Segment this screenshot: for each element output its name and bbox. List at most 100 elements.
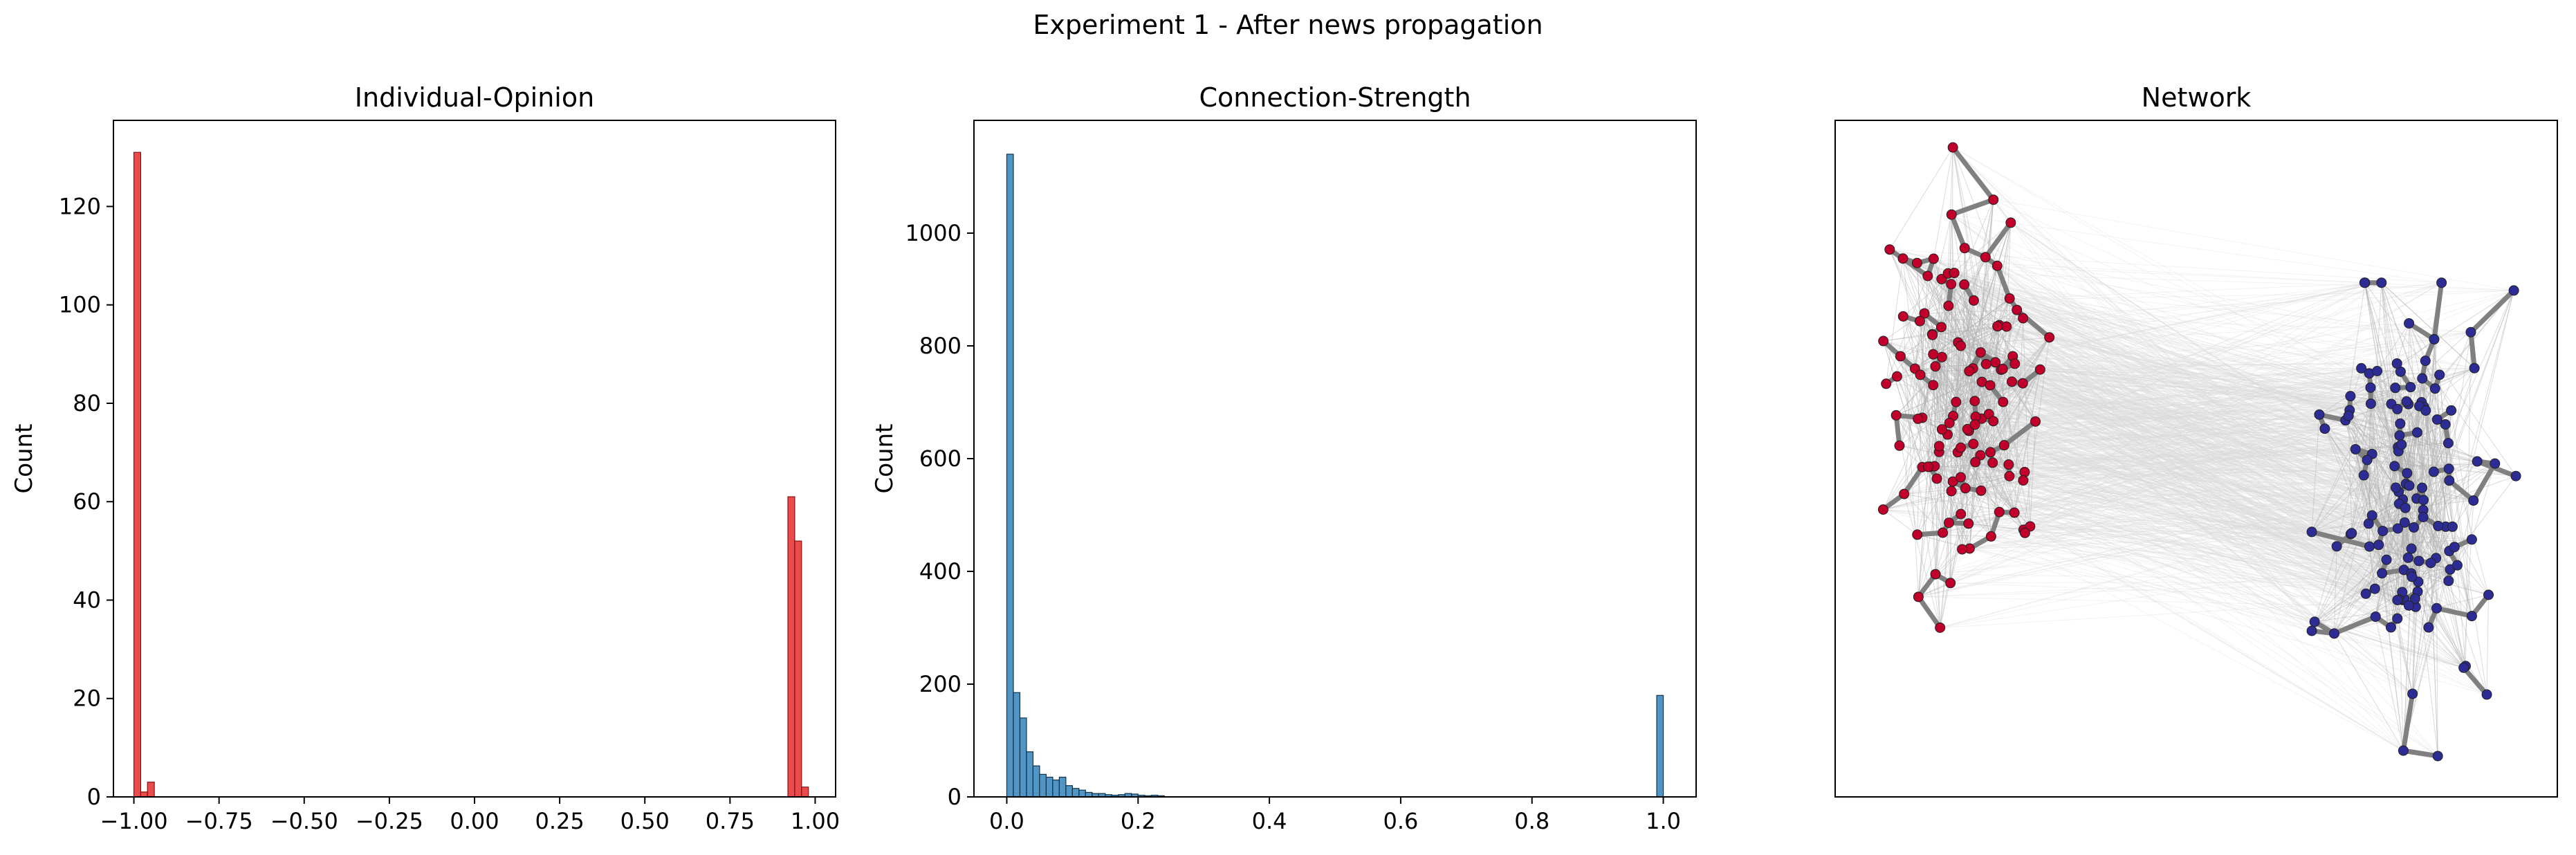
weak-edge xyxy=(1995,362,2024,481)
weak-edge xyxy=(1969,548,2487,695)
weak-edge xyxy=(1931,334,1952,492)
weak-edge xyxy=(1899,356,1944,533)
weak-edge xyxy=(2006,326,2438,420)
y-tick-label: 600 xyxy=(919,445,962,472)
weak-edge xyxy=(1935,366,2352,534)
weak-edge xyxy=(1988,414,2376,617)
weak-edge xyxy=(2003,368,2417,499)
weak-edge xyxy=(1951,214,2442,284)
weak-edge xyxy=(2368,373,2413,577)
weak-edge xyxy=(1949,421,2036,524)
weak-edge xyxy=(2349,410,2410,486)
weak-edge xyxy=(1902,258,2420,562)
weak-edge xyxy=(1990,371,2401,453)
weak-edge xyxy=(1988,414,2391,628)
network-node xyxy=(1891,371,1902,382)
weak-edge xyxy=(2398,528,2449,582)
weak-edge xyxy=(1929,466,2398,600)
weak-edge xyxy=(1951,284,1994,421)
network-node xyxy=(2399,517,2410,528)
weak-edge xyxy=(1899,356,1941,628)
network-node xyxy=(1970,457,1981,468)
network-node xyxy=(2392,594,2403,605)
weak-edge xyxy=(1973,423,2446,445)
weak-edge xyxy=(1942,367,2362,430)
weak-edge xyxy=(1941,327,2409,606)
weak-edge xyxy=(2006,326,2400,424)
weak-edge xyxy=(1933,353,2004,403)
network-node xyxy=(1994,506,2005,517)
weak-edge xyxy=(1981,381,2400,504)
histogram-bar xyxy=(1013,692,1021,798)
weak-edge xyxy=(1933,353,2400,600)
weak-edge xyxy=(1935,257,1986,367)
network-node xyxy=(2366,510,2377,521)
weak-edge xyxy=(1960,468,2449,478)
network-node xyxy=(2004,470,2015,481)
weak-edge xyxy=(1902,316,1940,452)
weak-edge xyxy=(2368,373,2449,469)
x-tick-label: −1.00 xyxy=(100,808,168,834)
weak-edge xyxy=(2012,381,2407,474)
weak-edge xyxy=(1933,258,1942,327)
weak-edge xyxy=(1991,483,2407,537)
weak-edge xyxy=(1956,401,2517,477)
network-node xyxy=(1919,308,1930,319)
weak-edge xyxy=(2439,374,2453,527)
weak-edge xyxy=(2014,363,2437,609)
weak-edge xyxy=(1985,257,2475,369)
axes-title: Connection-Strength xyxy=(1199,82,1471,113)
nodes-group-2 xyxy=(2306,277,2521,762)
weak-edge xyxy=(1949,423,2399,493)
weak-edge xyxy=(1986,363,2387,560)
weak-edge xyxy=(1935,282,2442,575)
weak-edge xyxy=(2397,290,2514,600)
weak-edge xyxy=(1960,513,2404,751)
weak-edge xyxy=(1964,284,2382,574)
weak-edge xyxy=(2399,435,2487,695)
weak-edge xyxy=(2451,410,2472,540)
weak-edge xyxy=(1999,324,2417,499)
weak-edge xyxy=(2319,414,2449,581)
network-node xyxy=(2369,583,2380,594)
weak-edge xyxy=(1933,385,2405,600)
weak-edge xyxy=(1889,249,1934,259)
weak-edge xyxy=(2010,222,2326,430)
weak-edge xyxy=(1933,353,2402,593)
network-node xyxy=(1991,260,2003,271)
network-node xyxy=(2425,558,2436,569)
weak-edge xyxy=(2411,443,2449,549)
weak-edge xyxy=(1939,451,2315,623)
strong-edge xyxy=(1949,197,1996,217)
weak-edge xyxy=(2009,421,2036,477)
network-node xyxy=(1976,485,1987,496)
weak-edge xyxy=(1922,450,2399,468)
weak-edge xyxy=(1980,454,2366,594)
weak-edge xyxy=(2402,499,2419,582)
weak-edge xyxy=(1973,378,2422,445)
network-node xyxy=(2391,358,2402,369)
weak-edge xyxy=(2391,403,2398,619)
weak-edge xyxy=(1933,385,2398,448)
weak-edge xyxy=(1889,249,2398,619)
weak-edge xyxy=(1993,199,2395,389)
weak-edge xyxy=(2381,282,2475,369)
weak-edge xyxy=(2023,331,2472,481)
weak-edge xyxy=(2422,443,2449,488)
weak-edge xyxy=(1992,462,2424,501)
weak-edge xyxy=(2456,565,2472,616)
weak-edge xyxy=(1993,421,2376,617)
network-node xyxy=(1990,357,2001,368)
network-node xyxy=(2447,521,2458,532)
weak-edge xyxy=(1969,499,2403,549)
network-node xyxy=(2385,622,2396,633)
weak-edge xyxy=(1940,499,2403,628)
weak-edge xyxy=(1962,515,2373,550)
weak-edge xyxy=(2030,428,2326,527)
weak-edge xyxy=(2333,546,2337,634)
weak-edge xyxy=(1947,273,2434,472)
weak-edge xyxy=(1992,432,2418,463)
histogram-bar xyxy=(1078,789,1086,798)
weak-edge xyxy=(1975,374,2440,463)
weak-edge xyxy=(1980,490,2398,619)
